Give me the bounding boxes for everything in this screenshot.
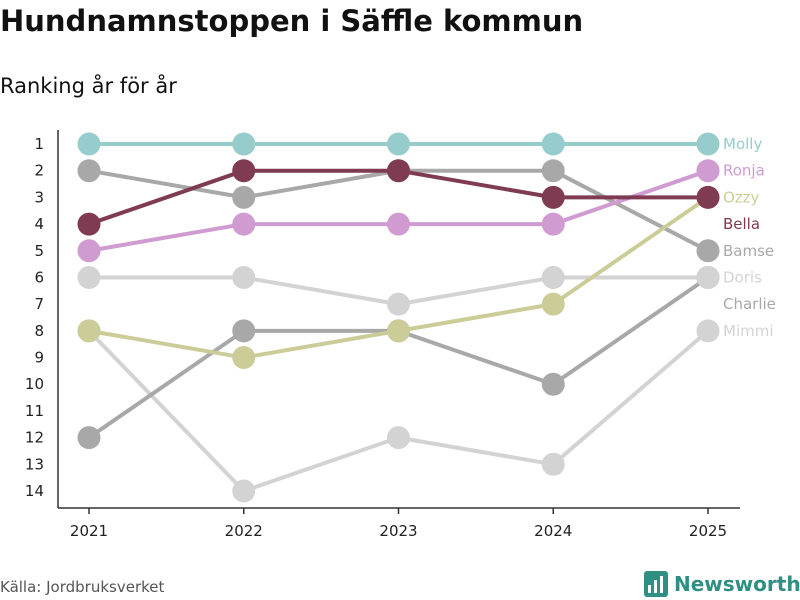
data-point-charlie[interactable] bbox=[232, 319, 256, 343]
y-tick-label: 3 bbox=[34, 188, 44, 206]
series-label-charlie: Charlie bbox=[723, 295, 776, 313]
data-point-mimmi[interactable] bbox=[232, 479, 256, 503]
data-point-doris[interactable] bbox=[77, 265, 101, 289]
data-point-ozzy[interactable] bbox=[77, 319, 101, 343]
y-tick-label: 12 bbox=[25, 429, 44, 447]
y-tick-label: 8 bbox=[34, 322, 44, 340]
data-point-molly[interactable] bbox=[696, 132, 720, 156]
series-label-bella: Bella bbox=[723, 215, 760, 233]
data-point-bella[interactable] bbox=[696, 185, 720, 209]
y-tick-label: 7 bbox=[34, 295, 44, 313]
data-point-molly[interactable] bbox=[232, 132, 256, 156]
data-point-bamse[interactable] bbox=[696, 239, 720, 263]
series-label-ronja: Ronja bbox=[723, 162, 765, 180]
y-tick-label: 1 bbox=[34, 135, 44, 153]
y-tick-label: 14 bbox=[25, 482, 44, 500]
series-line-bamse bbox=[87, 168, 710, 253]
data-point-bamse[interactable] bbox=[77, 159, 101, 183]
data-point-mimmi[interactable] bbox=[541, 452, 565, 476]
series-line-ronja bbox=[87, 168, 710, 253]
data-point-charlie[interactable] bbox=[77, 426, 101, 450]
x-tick-label: 2025 bbox=[689, 522, 727, 540]
data-point-ronja[interactable] bbox=[232, 212, 256, 236]
data-point-doris[interactable] bbox=[232, 265, 256, 289]
data-point-ozzy[interactable] bbox=[232, 346, 256, 370]
data-point-ronja[interactable] bbox=[541, 212, 565, 236]
data-point-bella[interactable] bbox=[232, 159, 256, 183]
brand-logo[interactable]: Newsworthy bbox=[644, 569, 800, 599]
data-point-molly[interactable] bbox=[387, 132, 410, 156]
brand-name: Newsworthy bbox=[674, 572, 800, 596]
data-point-doris[interactable] bbox=[696, 265, 720, 289]
x-tick-label: 2022 bbox=[225, 522, 263, 540]
chart-title: Hundnamnstoppen i Säffle kommun bbox=[0, 4, 584, 38]
data-point-charlie[interactable] bbox=[541, 372, 565, 396]
series-line-mimmi bbox=[87, 328, 710, 493]
data-point-mimmi[interactable] bbox=[387, 426, 410, 450]
series-label-ozzy: Ozzy bbox=[723, 188, 760, 206]
data-point-bella[interactable] bbox=[77, 212, 101, 236]
data-point-bella[interactable] bbox=[541, 185, 565, 209]
data-point-ozzy[interactable] bbox=[387, 319, 410, 343]
data-point-ozzy[interactable] bbox=[541, 292, 565, 316]
data-point-doris[interactable] bbox=[387, 292, 410, 316]
chart-subtitle: Ranking år för år bbox=[0, 74, 177, 98]
y-tick-label: 10 bbox=[25, 375, 44, 393]
series-label-bamse: Bamse bbox=[723, 242, 774, 260]
data-point-ronja[interactable] bbox=[77, 239, 101, 263]
bar-chart-icon bbox=[644, 571, 668, 597]
data-point-mimmi[interactable] bbox=[696, 319, 720, 343]
data-point-doris[interactable] bbox=[541, 265, 565, 289]
x-tick-label: 2023 bbox=[379, 522, 417, 540]
y-tick-label: 9 bbox=[34, 349, 44, 367]
data-point-bella[interactable] bbox=[387, 159, 410, 183]
x-tick-label: 2024 bbox=[534, 522, 572, 540]
y-tick-label: 6 bbox=[34, 268, 44, 286]
data-point-ronja[interactable] bbox=[696, 159, 720, 183]
source-note: Källa: Jordbruksverket bbox=[0, 578, 165, 596]
data-point-bamse[interactable] bbox=[232, 185, 256, 209]
y-tick-label: 11 bbox=[25, 402, 44, 420]
data-point-molly[interactable] bbox=[77, 132, 101, 156]
x-tick-label: 2021 bbox=[70, 522, 108, 540]
series-labels: Mimmi Charlie Doris Bamse Ozzy Ronja Bella Moll… bbox=[723, 135, 776, 340]
series-label-doris: Doris bbox=[723, 268, 762, 286]
data-point-molly[interactable] bbox=[541, 132, 565, 156]
y-tick-label: 13 bbox=[25, 455, 44, 473]
y-tick-label: 5 bbox=[34, 242, 44, 260]
data-point-ronja[interactable] bbox=[387, 212, 410, 236]
data-point-bamse[interactable] bbox=[541, 159, 565, 183]
series-label-mimmi: Mimmi bbox=[723, 322, 774, 340]
series-label-molly: Molly bbox=[723, 135, 762, 153]
series-points bbox=[77, 132, 720, 503]
y-tick-label: 2 bbox=[34, 162, 44, 180]
y-tick-label: 4 bbox=[34, 215, 44, 233]
